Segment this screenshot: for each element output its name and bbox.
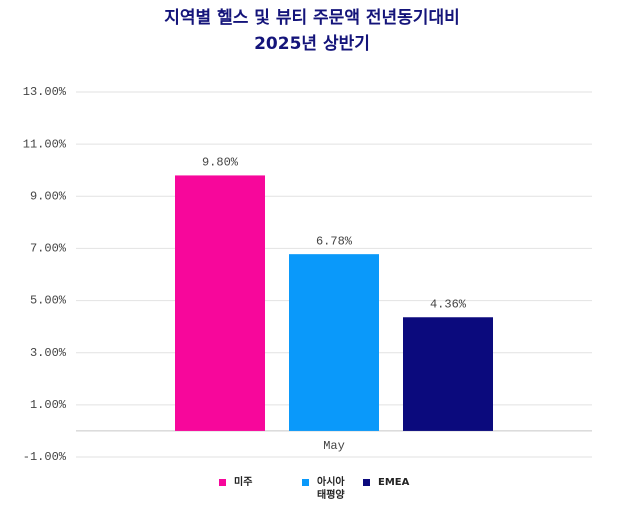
bar [289,254,379,431]
legend-item: 아시아 태평양 [302,476,351,502]
value-label: 6.78% [316,234,353,248]
legend-swatch [363,479,370,486]
y-tick-label: 13.00% [23,85,67,99]
legend-label: EMEA [378,477,410,488]
y-tick-label: 7.00% [30,242,67,256]
legend-swatch [302,479,309,486]
value-label: 9.80% [202,156,239,170]
y-tick-label: 1.00% [30,398,67,412]
y-tick-label: 11.00% [23,137,67,151]
chart-subtitle: 2025년 상반기 [254,34,370,54]
y-tick-label: -1.00% [23,450,67,464]
legend-swatch [219,479,226,486]
legend-item: 미주 [219,476,268,489]
y-tick-label: 5.00% [30,294,67,308]
y-tick-label: 9.00% [30,189,67,203]
bar [175,175,265,431]
x-tick-label: May [323,439,345,453]
legend-label: 아시아 태평양 [317,477,345,501]
value-label: 4.36% [430,297,467,311]
bar [403,317,493,431]
legend-label: 미주 [234,477,253,488]
y-tick-label: 3.00% [30,346,67,360]
legend-item: EMEA [363,476,412,489]
chart-title: 지역별 헬스 및 뷰티 주문액 전년동기대비 [164,8,459,28]
